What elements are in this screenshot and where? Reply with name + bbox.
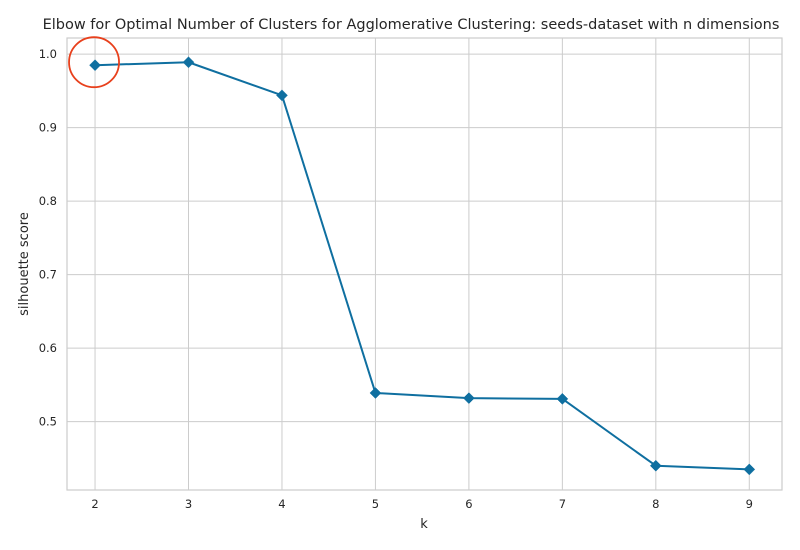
y-tick-label: 0.6 bbox=[39, 341, 57, 355]
data-point-marker bbox=[556, 393, 569, 405]
x-tick-label: 7 bbox=[559, 497, 566, 511]
x-tick-label: 5 bbox=[372, 497, 379, 511]
y-tick-label: 1.0 bbox=[39, 47, 57, 61]
y-tick-label: 0.8 bbox=[39, 194, 57, 208]
data-point-marker bbox=[649, 459, 662, 472]
y-tick-label: 0.7 bbox=[39, 268, 57, 282]
data-point-marker bbox=[276, 89, 288, 102]
x-tick-label: 8 bbox=[652, 497, 659, 511]
x-tick-label: 2 bbox=[91, 497, 98, 511]
x-tick-label: 6 bbox=[465, 497, 472, 511]
data-point-marker bbox=[743, 463, 756, 476]
data-point-marker bbox=[369, 387, 382, 399]
x-axis-label: k bbox=[420, 517, 428, 532]
elbow-highlight-circle bbox=[68, 36, 120, 89]
series-line bbox=[95, 61, 750, 471]
plot-frame bbox=[66, 37, 783, 491]
y-tick-label: 0.9 bbox=[39, 121, 57, 135]
ticks-layer: 2 3 4 5 6 7 8 9 0.5 0.6 0.7 0.8 0.9 1.0 bbox=[39, 47, 753, 511]
x-tick-label: 4 bbox=[278, 497, 285, 511]
y-tick-label: 0.5 bbox=[39, 415, 57, 429]
x-tick-label: 9 bbox=[746, 497, 753, 511]
y-axis-label: silhouette score bbox=[17, 212, 32, 316]
data-point-marker bbox=[463, 392, 475, 404]
data-point-marker bbox=[182, 56, 195, 69]
data-point-marker bbox=[89, 59, 101, 72]
chart-title: Elbow for Optimal Number of Clusters for… bbox=[43, 17, 780, 33]
x-tick-label: 3 bbox=[185, 497, 192, 511]
series-layer bbox=[68, 36, 756, 476]
grid-layer bbox=[67, 38, 782, 490]
